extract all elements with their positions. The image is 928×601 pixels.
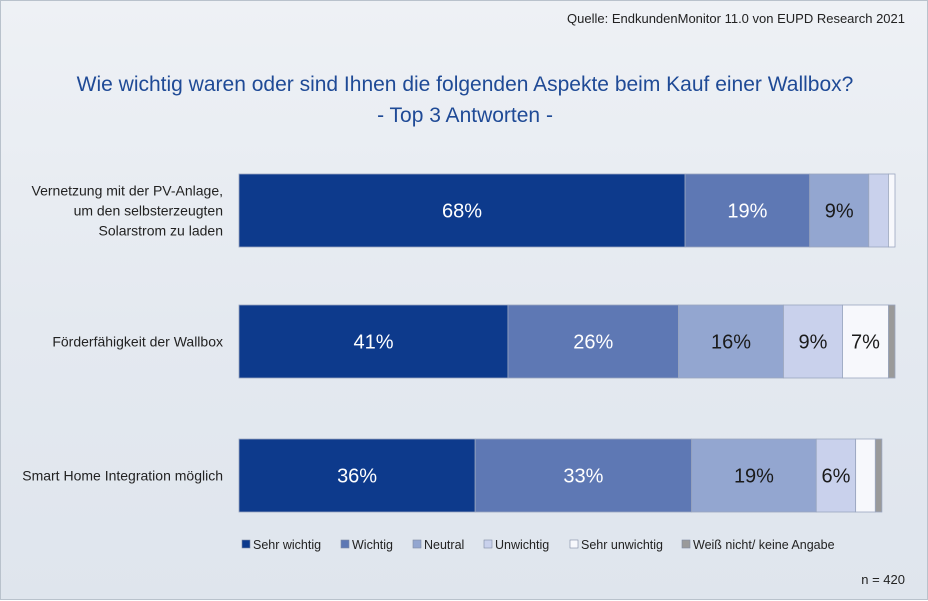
legend-swatch — [483, 539, 493, 549]
bar-segment — [855, 438, 876, 513]
data-label: 6% — [822, 466, 851, 488]
bar-segment — [238, 304, 509, 379]
data-label: 36% — [337, 466, 377, 488]
data-label: 16% — [711, 332, 751, 354]
bar-segment — [868, 173, 889, 248]
legend-swatch — [241, 539, 251, 549]
legend-label: Weiß nicht/ keine Angabe — [693, 538, 835, 552]
bar-segment — [691, 438, 817, 513]
bar-segment — [783, 304, 843, 379]
chart-subtitle: - Top 3 Antworten - — [377, 104, 553, 127]
bar-segment — [888, 304, 896, 379]
legend-label: Sehr unwichtig — [581, 538, 663, 552]
bar-segment — [238, 438, 476, 513]
source-note: Quelle: EndkundenMonitor 11.0 von EUPD R… — [567, 11, 905, 26]
category-label: Smart Home Integration möglich — [22, 468, 223, 484]
bar-segment — [874, 438, 883, 513]
data-label: 9% — [799, 332, 828, 354]
data-label: 68% — [442, 201, 482, 223]
legend-label: Neutral — [424, 538, 464, 552]
bar-segment — [888, 173, 896, 248]
legend-swatch — [340, 539, 350, 549]
legend-swatch — [412, 539, 422, 549]
bar-segment — [684, 173, 811, 248]
legend-swatch — [569, 539, 579, 549]
category-label: Förderfähigkeit der Wallbox — [52, 334, 223, 350]
bar-segment — [507, 304, 679, 379]
legend-label: Wichtig — [352, 538, 393, 552]
legend-swatch — [681, 539, 691, 549]
data-label: 26% — [573, 332, 613, 354]
bar-segment — [238, 173, 686, 248]
data-label: 19% — [734, 466, 774, 488]
data-label: 41% — [353, 332, 393, 354]
category-label: Vernetzung mit der PV-Anlage, um den selb… — [32, 183, 223, 239]
data-label: 9% — [825, 201, 854, 223]
data-label: 33% — [563, 466, 603, 488]
sample-size: n = 420 — [861, 572, 905, 587]
bar-segment — [474, 438, 693, 513]
data-label: 19% — [727, 201, 767, 223]
data-label: 7% — [851, 332, 880, 354]
legend-label: Sehr wichtig — [253, 538, 321, 552]
legend-label: Unwichtig — [495, 538, 549, 552]
bar-segment — [809, 173, 870, 248]
chart-title: Wie wichtig waren oder sind Ihnen die fo… — [76, 73, 854, 96]
bar-segment — [678, 304, 784, 379]
